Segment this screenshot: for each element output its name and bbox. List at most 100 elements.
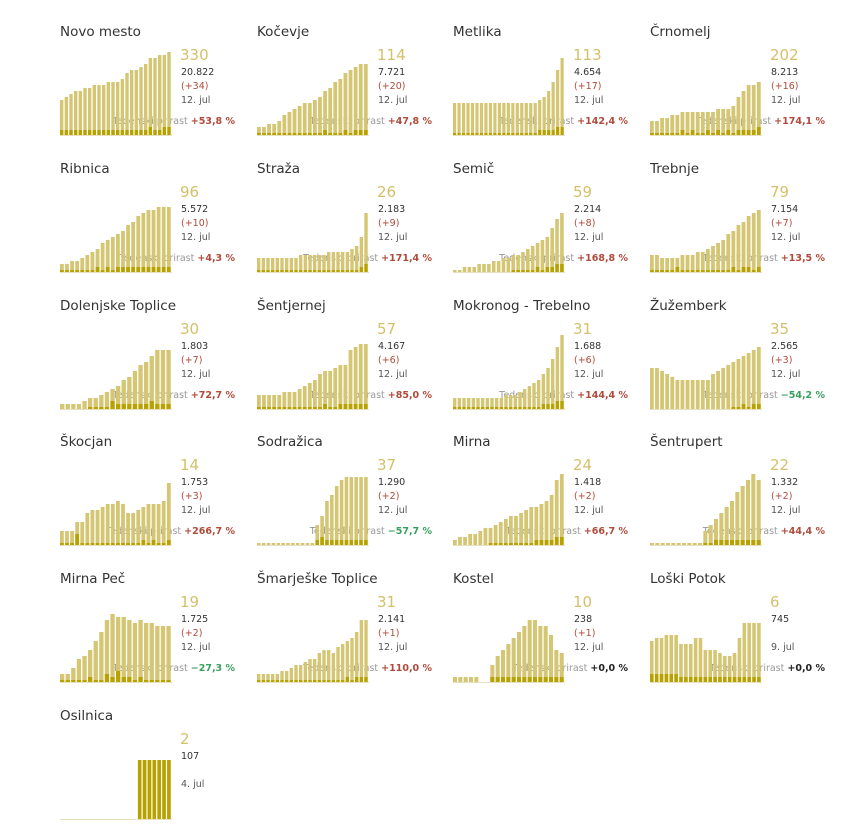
active-cases-bar [533, 620, 538, 683]
active-cases-bar [650, 543, 655, 546]
active-cases-bar [506, 258, 511, 273]
active-cases-bar [560, 213, 564, 273]
active-cases-bar [266, 543, 271, 546]
active-cases-bar [680, 255, 685, 273]
active-cases-bar [746, 480, 751, 546]
active-cases-bar [267, 395, 271, 410]
new-cases-bar [650, 674, 654, 683]
new-cases-bar [529, 133, 533, 136]
new-cases-bar [97, 130, 101, 136]
new-cases-bar [693, 677, 698, 683]
new-cases-bar [736, 130, 741, 136]
active-cases-bar [735, 492, 740, 546]
new-cases-bar [746, 540, 751, 546]
active-cases-bar [502, 103, 506, 136]
new-cases-bar [64, 130, 69, 136]
new-cases-bar [136, 543, 141, 546]
active-cases-count: 35 [770, 320, 790, 338]
active-cases-bar [655, 368, 659, 410]
active-cases-bar [534, 507, 539, 546]
active-cases-bar [64, 97, 69, 136]
active-cases-bar [358, 64, 363, 136]
active-cases-bar [358, 344, 363, 410]
weekly-growth-label: Tedenski prirast [499, 390, 575, 401]
data-date: 4. jul [181, 779, 205, 790]
new-cases-bar [151, 267, 156, 273]
active-cases-bar [125, 73, 129, 136]
new-cases-bar [504, 407, 508, 410]
municipality-name: Loški Potok [650, 571, 726, 587]
new-cases-bar [116, 543, 120, 546]
active-cases-bar [703, 531, 708, 546]
new-cases-bar [695, 133, 700, 136]
municipality-name: Trebnje [650, 161, 700, 177]
active-cases-bar [469, 677, 474, 683]
weekly-growth-value: +47,8 % [387, 116, 432, 127]
active-cases-bar [121, 504, 125, 546]
daily-change: (+10) [181, 218, 209, 229]
active-cases-bar [664, 635, 669, 683]
new-cases-bar [71, 680, 76, 683]
active-cases-bar [318, 374, 322, 410]
new-cases-bar [559, 537, 564, 546]
active-cases-bar [110, 389, 115, 410]
active-cases-bar [299, 255, 303, 273]
active-cases-bar [134, 70, 139, 136]
active-cases-bar [120, 79, 125, 136]
active-cases-bar [541, 374, 546, 410]
active-cases-bar [93, 398, 98, 410]
new-cases-bar [539, 540, 544, 546]
weekly-growth-value: +0,0 % [590, 663, 628, 674]
active-cases-bar [144, 623, 149, 683]
new-cases-bar [543, 677, 548, 683]
new-cases-bar [517, 677, 522, 683]
weekly-growth-value: −27,3 % [190, 663, 235, 674]
active-cases-count: 31 [573, 320, 593, 338]
active-cases-bar [714, 519, 719, 546]
new-cases-bar [299, 270, 303, 273]
active-cases-bar [353, 347, 358, 410]
new-cases-bar [355, 677, 359, 683]
active-cases-bar [670, 258, 675, 273]
active-cases-bar [104, 392, 110, 410]
active-cases-bar [99, 395, 104, 410]
municipality-name: Črnomelj [650, 24, 711, 40]
municipality-name: Ribnica [60, 161, 110, 177]
bar-chart [257, 344, 369, 410]
new-cases-bar [530, 270, 535, 273]
active-cases-bar [99, 632, 104, 683]
new-cases-bar [149, 680, 154, 683]
new-cases-bar [280, 270, 284, 273]
data-date: 12. jul [574, 369, 604, 380]
data-date: 12. jul [378, 95, 408, 106]
new-cases-bar [363, 130, 368, 136]
active-cases-bar [453, 398, 457, 410]
active-cases-bar [490, 665, 495, 683]
new-cases-bar [545, 267, 550, 273]
active-cases-count: 19 [180, 593, 200, 611]
new-cases-bar [731, 407, 736, 410]
active-cases-bar [355, 246, 359, 273]
active-cases-bar [736, 225, 741, 273]
active-cases-bar [685, 112, 690, 136]
new-cases-bar [495, 677, 500, 683]
active-cases-bar [313, 100, 317, 136]
new-cases-bar [752, 677, 756, 683]
new-cases-bar [538, 677, 543, 683]
new-cases-bar [688, 677, 693, 683]
new-cases-bar [462, 407, 466, 410]
active-cases-bar [472, 267, 477, 273]
new-cases-bar [80, 270, 85, 273]
active-cases-bar [151, 504, 156, 546]
new-cases-bar [714, 540, 719, 546]
weekly-growth-value: +110,0 % [381, 663, 432, 674]
total-cases-count: 1.753 [181, 477, 209, 488]
active-cases-bar [272, 124, 277, 136]
active-cases-bar [751, 213, 756, 273]
new-cases-bar [556, 127, 560, 136]
active-cases-bar [503, 519, 508, 546]
active-cases-bar [277, 395, 282, 410]
active-cases-bar [271, 543, 276, 546]
active-cases-bar [141, 507, 146, 546]
